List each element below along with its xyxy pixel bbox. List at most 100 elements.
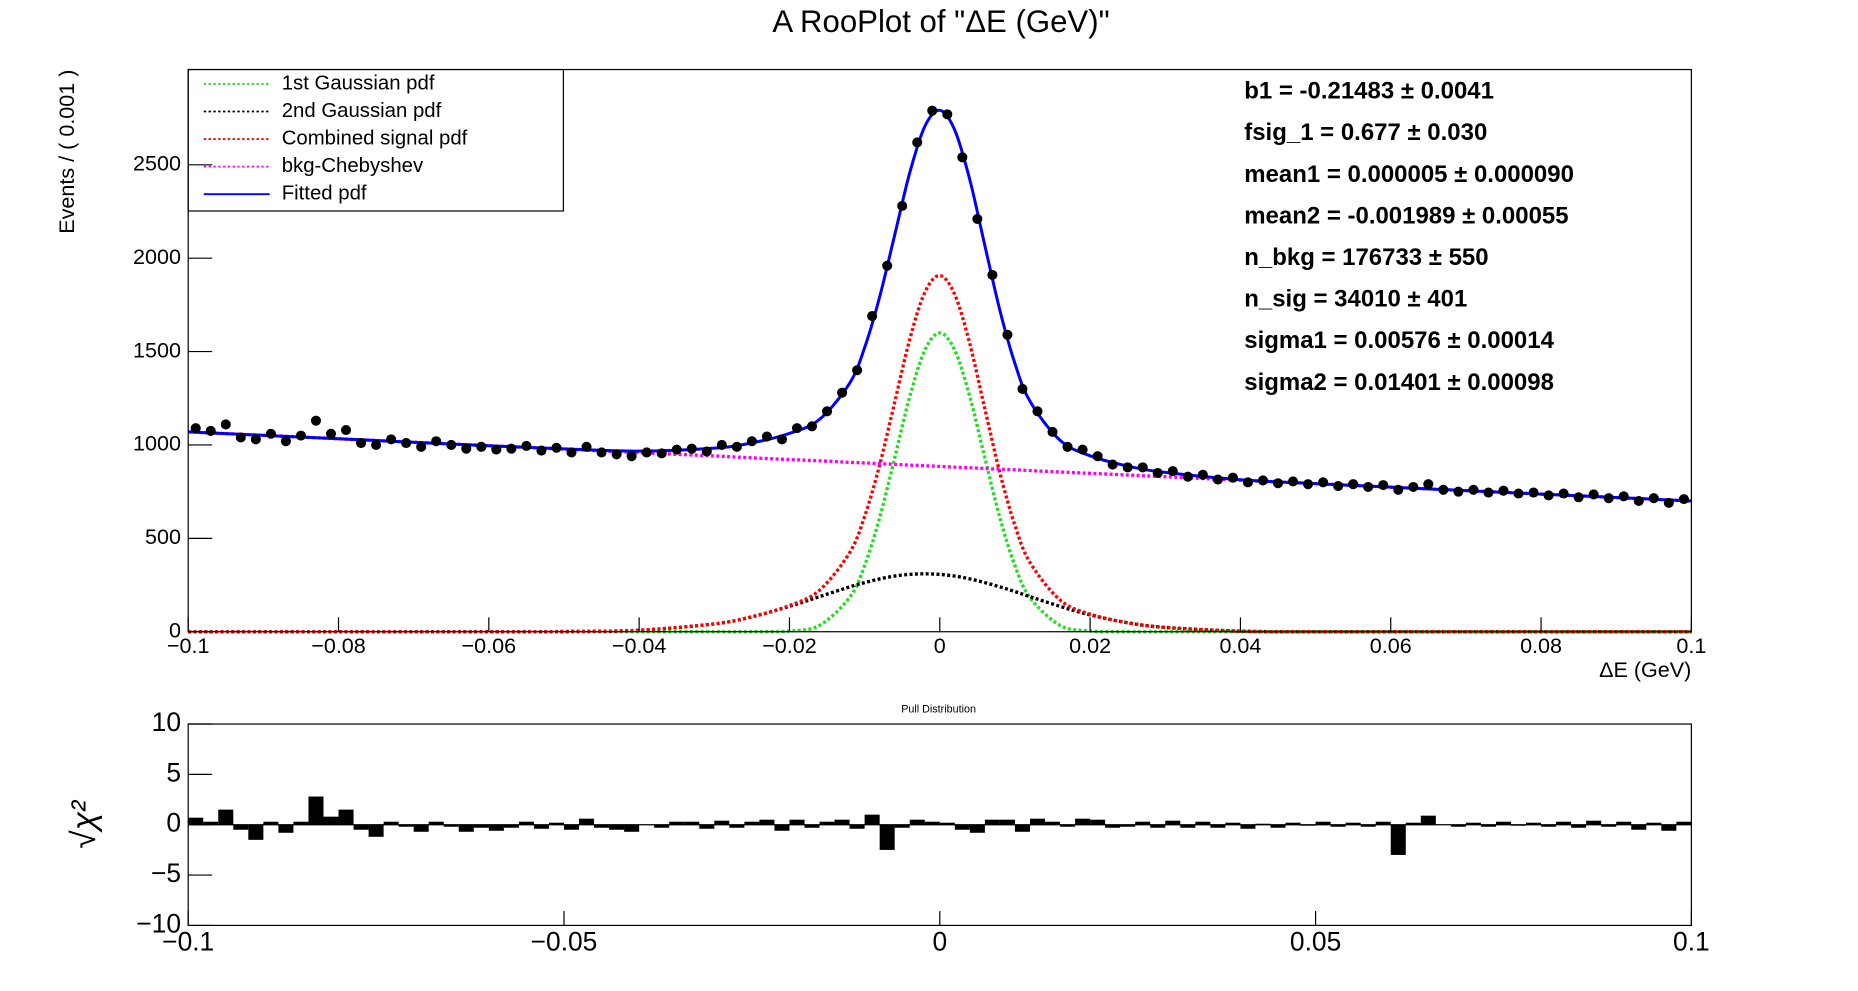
data-point: [1588, 489, 1599, 500]
data-point: [1408, 481, 1419, 493]
pull-bar: [1465, 822, 1481, 825]
x-tick-label: −0.06: [462, 633, 517, 658]
data-point: [1242, 477, 1253, 488]
pull-bar: [1541, 824, 1557, 827]
x-tick-label: 0.05: [1290, 926, 1341, 956]
pull-bar: [894, 824, 910, 828]
pull-bar: [1165, 820, 1181, 825]
y-tick-label: −10: [136, 908, 181, 938]
data-point: [1197, 469, 1208, 480]
data-point: [491, 444, 502, 455]
y-tick-label: 2000: [133, 244, 181, 269]
data-point: [1167, 466, 1178, 477]
fit-parameter: sigma2 = 0.01401 ± 0.00098: [1244, 369, 1554, 396]
pull-bar: [1616, 821, 1632, 825]
data-point: [1528, 487, 1539, 498]
pull-bar: [579, 818, 595, 825]
pull-bar: [1210, 824, 1226, 828]
pull-bar: [1045, 821, 1061, 825]
data-point: [1122, 462, 1133, 473]
pull-bar: [548, 822, 564, 825]
pull-bar: [984, 819, 1000, 825]
data-point: [1483, 487, 1494, 498]
pull-bar: [308, 796, 324, 825]
data-point: [1678, 494, 1689, 505]
data-point: [476, 441, 487, 452]
y-tick-label: 0: [166, 808, 181, 838]
data-point: [1633, 495, 1644, 507]
data-point: [1648, 493, 1659, 504]
data-point: [1318, 477, 1329, 488]
pull-bar: [849, 824, 865, 829]
data-point: [325, 428, 337, 439]
fit-parameter: fsig_1 = 0.677 ± 0.030: [1244, 119, 1487, 146]
data-point: [1272, 478, 1284, 489]
data-point: [280, 436, 291, 447]
data-point: [356, 438, 367, 449]
pull-bar: [1090, 819, 1106, 825]
pull-bar: [1586, 820, 1602, 825]
curve: [188, 108, 1692, 503]
curve: [188, 273, 1692, 634]
pull-bar: [383, 821, 399, 825]
data-point: [416, 441, 427, 452]
pull-bar: [1526, 822, 1542, 825]
data-point: [1468, 484, 1479, 495]
pull-bar: [1646, 822, 1662, 825]
pull-bar: [1014, 824, 1030, 832]
x-axis-title: ΔE (GeV): [1599, 657, 1691, 682]
pull-bar: [1571, 824, 1587, 828]
fit-parameter: mean2 = -0.001989 ± 0.00055: [1244, 202, 1568, 229]
y-tick-label: 1000: [133, 431, 181, 456]
pull-bar: [1360, 824, 1376, 827]
pull-bar: [1180, 824, 1196, 828]
data-point: [1107, 459, 1118, 470]
legend-box: [187, 68, 564, 212]
y-axis-title: Events / ( 0.001 ): [54, 70, 79, 234]
data-point: [731, 441, 742, 452]
data-point: [1393, 484, 1404, 495]
data-point: [641, 447, 652, 458]
legend-label: 2nd Gaussian pdf: [282, 100, 442, 122]
data-point: [1663, 497, 1674, 508]
data-point: [1363, 481, 1374, 493]
pull-bar: [323, 816, 339, 825]
pull-bar: [1556, 821, 1572, 825]
pull-bar: [819, 821, 835, 825]
fit-parameter: n_sig = 34010 ± 401: [1244, 286, 1467, 313]
data-point: [1017, 383, 1028, 394]
pull-bar: [1480, 824, 1496, 827]
data-point: [761, 431, 772, 442]
data-point: [822, 406, 833, 417]
pull-bar: [924, 821, 940, 825]
data-point: [551, 442, 562, 453]
x-tick-label: 0.1: [1673, 926, 1710, 956]
pull-bar: [969, 824, 985, 833]
y-tick-label: 10: [152, 707, 181, 737]
data-point: [626, 451, 637, 462]
pull-bar: [654, 824, 670, 828]
data-point: [1047, 426, 1058, 437]
data-point: [265, 428, 276, 439]
pull-bar: [789, 819, 805, 825]
pull-bar: [263, 821, 279, 825]
pull-bar: [218, 809, 234, 825]
pull-bar: [188, 817, 204, 825]
x-tick-label: 0.02: [1069, 633, 1111, 658]
data-point: [791, 423, 803, 434]
chart-title: A RooPlot of "ΔE (GeV)": [772, 4, 1109, 39]
data-point: [386, 434, 397, 445]
data-point: [220, 419, 231, 430]
data-point: [1513, 488, 1524, 499]
pull-bar: [458, 824, 474, 832]
pull-bar: [518, 821, 534, 825]
data-point: [1212, 474, 1223, 485]
data-point: [837, 387, 848, 398]
pull-bar: [1405, 822, 1421, 825]
pull-bar: [609, 824, 625, 830]
data-point: [1618, 491, 1629, 502]
data-point: [235, 432, 246, 443]
data-point: [1137, 462, 1148, 473]
pull-bar: [729, 824, 745, 828]
x-tick-label: −0.04: [612, 633, 667, 658]
